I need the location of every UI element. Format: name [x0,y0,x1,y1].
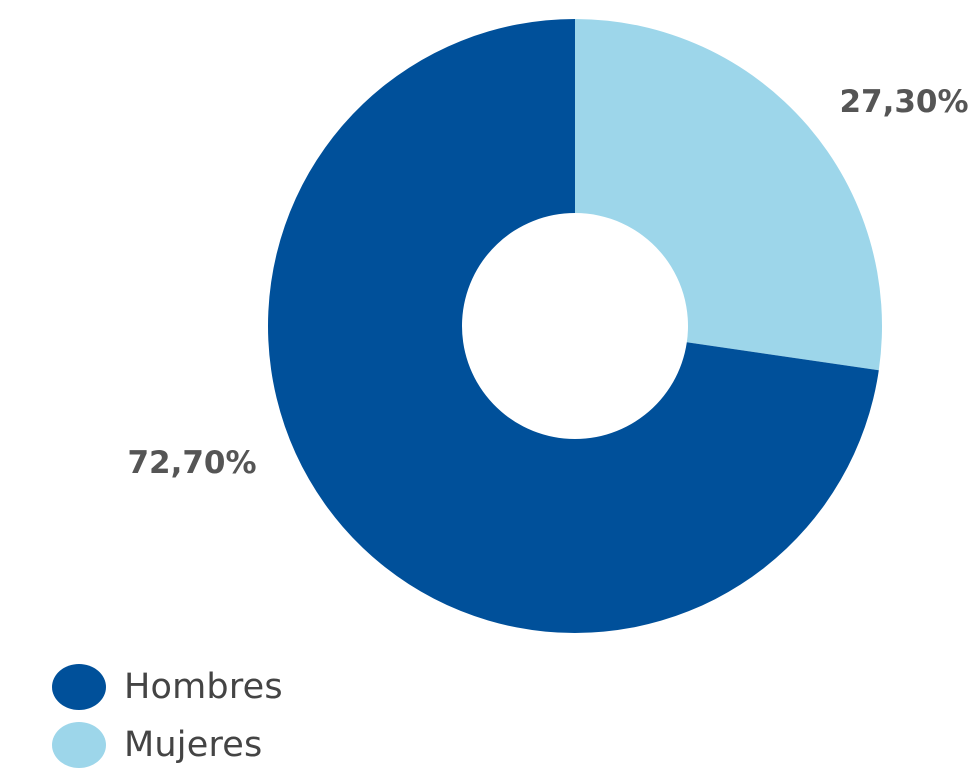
data-label-hombres: 72,70% [127,445,256,481]
legend-item-hombres: Hombres [52,658,283,716]
legend-swatch-hombres [52,664,106,710]
slice-mujeres [575,19,882,371]
data-label-mujeres: 27,30% [839,84,968,120]
legend-label-hombres: Hombres [124,667,283,707]
legend-item-mujeres: Mujeres [52,716,283,774]
legend-swatch-mujeres [52,722,106,768]
legend-label-mujeres: Mujeres [124,725,263,765]
slices-group [267,19,882,633]
legend: Hombres Mujeres [52,658,283,774]
slice-hombres [267,19,879,633]
